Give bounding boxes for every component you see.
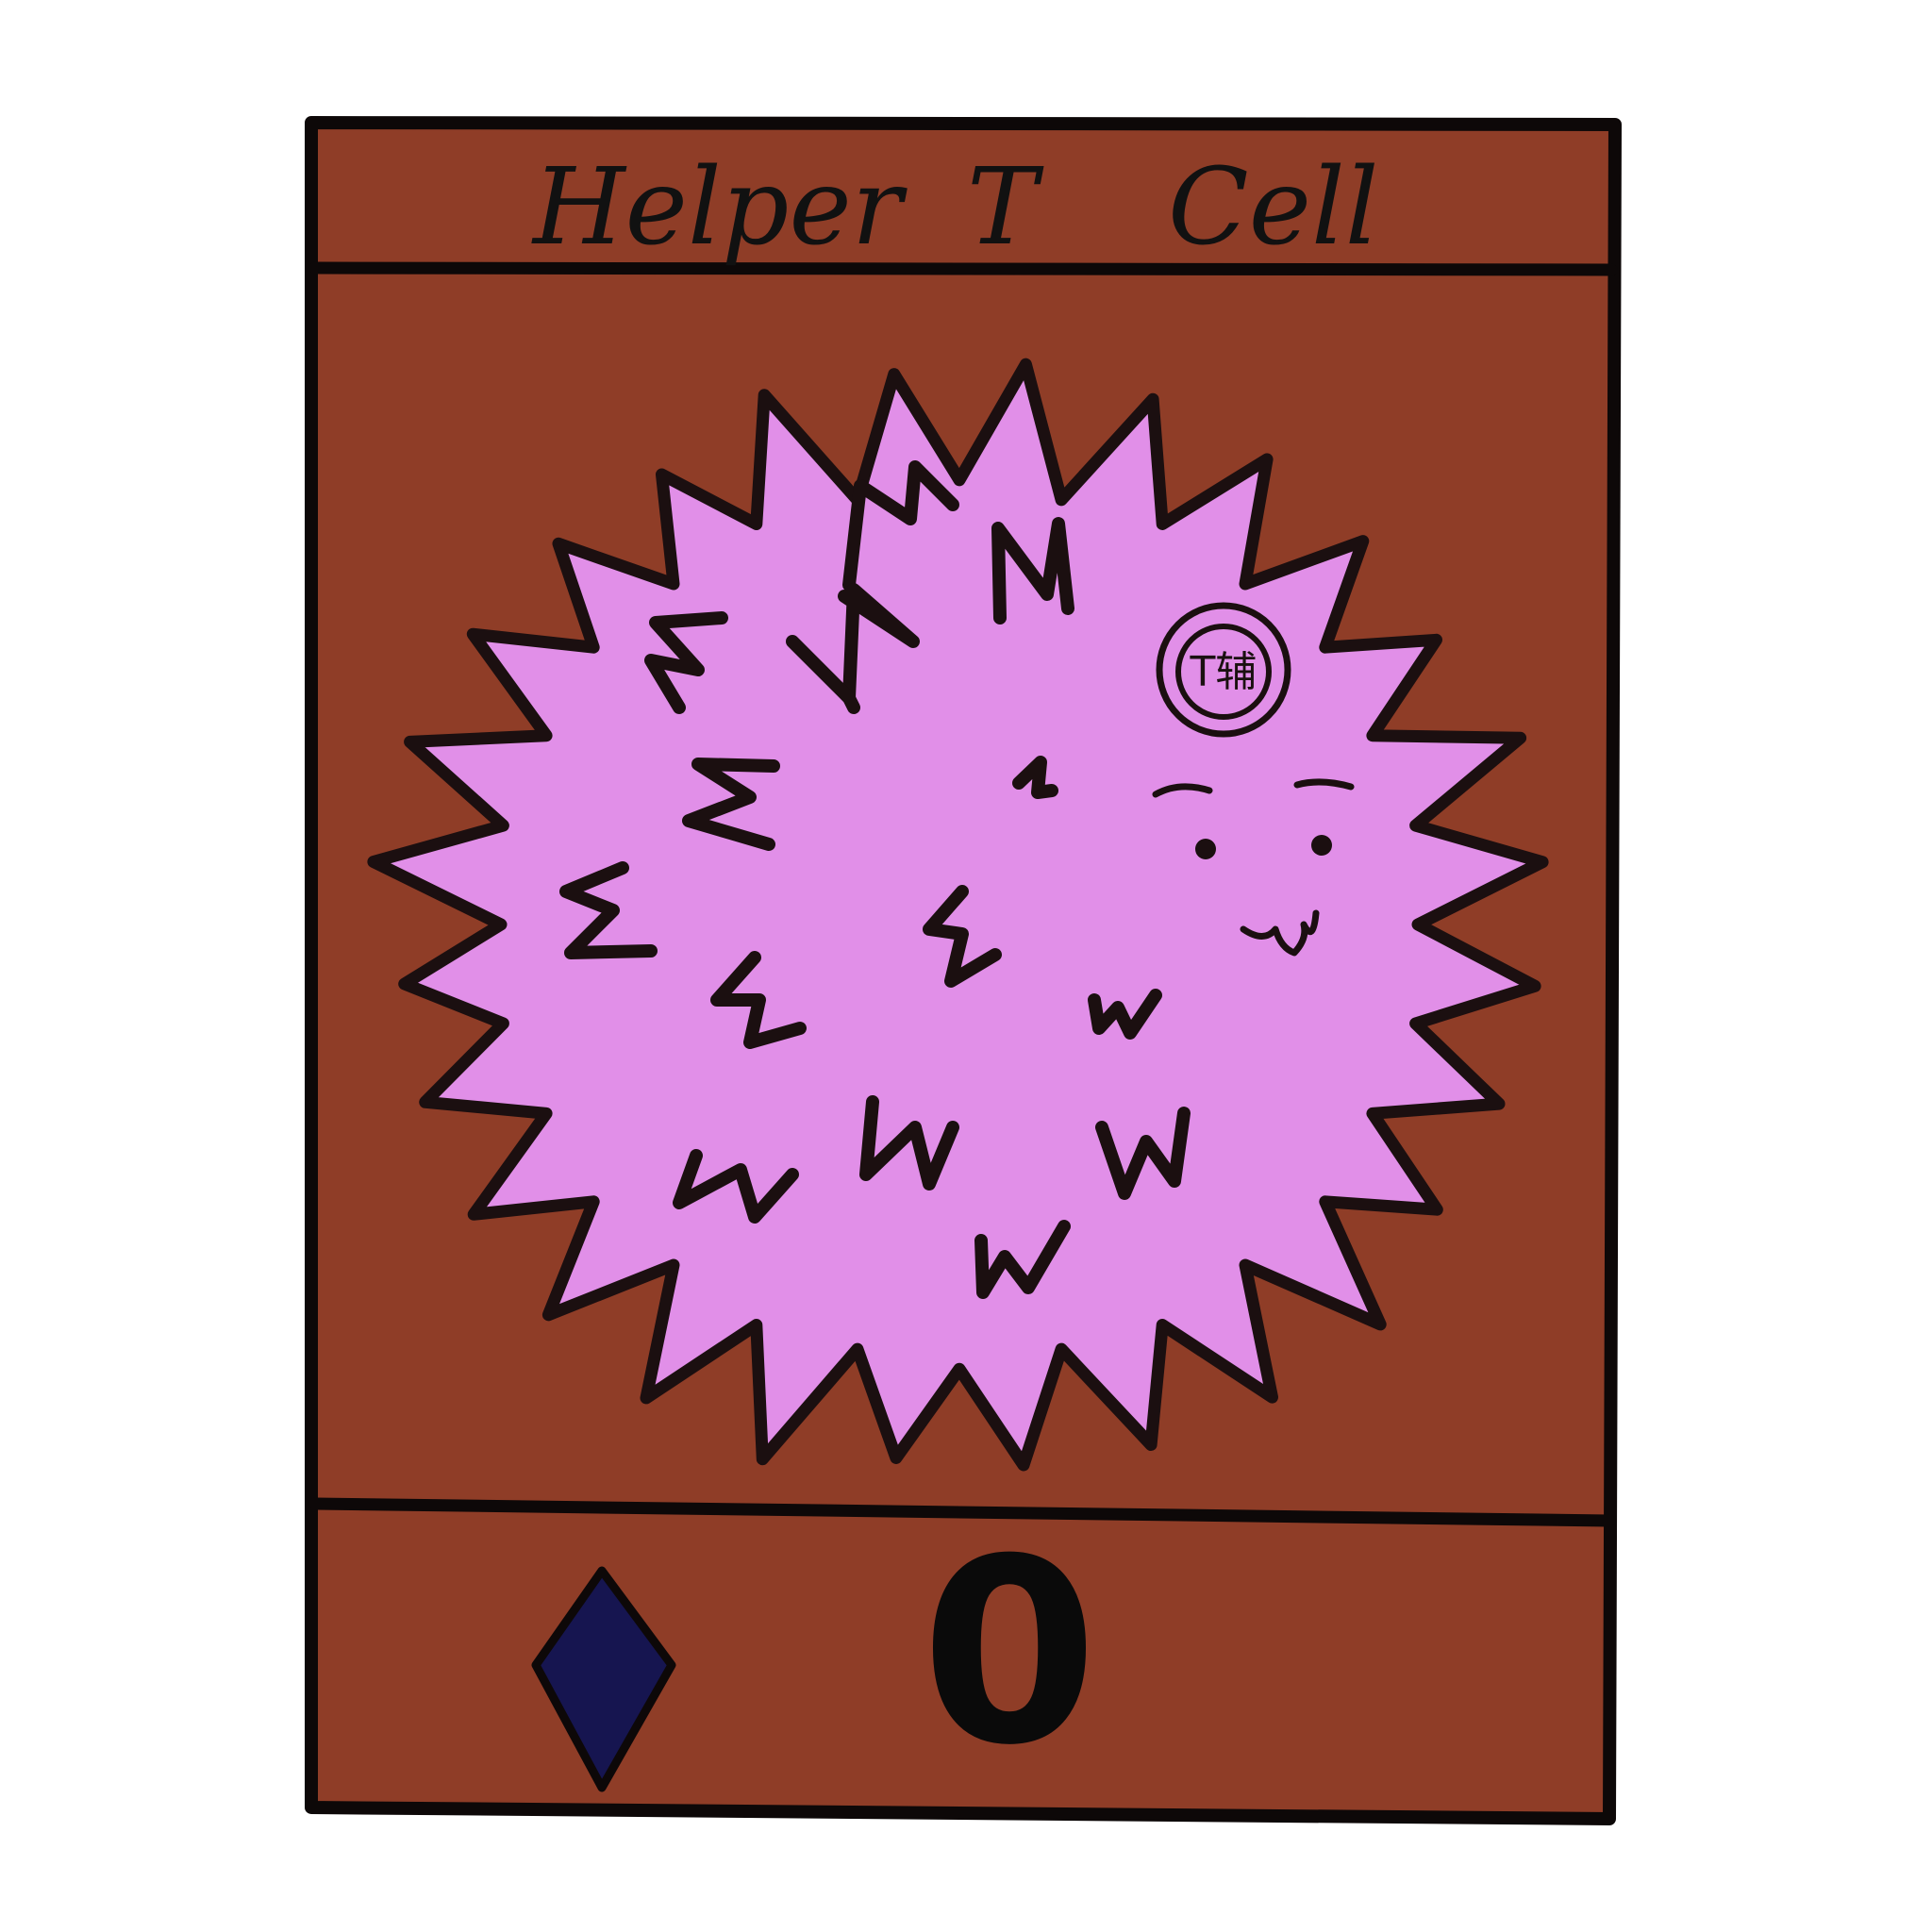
blue-diamond-gem-icon [531,1566,676,1792]
receptor [859,1095,959,1191]
receptor [838,583,920,705]
t-badge-icon: T辅 [1156,602,1291,738]
badge-label: T辅 [1190,648,1257,696]
helper-t-cell-illustration: T辅 [367,358,1549,1472]
right-eye [1311,835,1332,856]
receptor [1088,989,1162,1040]
receptor [991,517,1074,625]
receptor [559,861,658,959]
receptor [974,1220,1071,1299]
title-divider [308,261,1618,276]
footer-divider [308,1497,1616,1527]
card-title: Helper T Cell [531,146,1379,269]
receptor [923,885,1002,988]
left-eye [1195,839,1216,859]
receptor [673,1149,799,1224]
left-eyebrow [1152,783,1213,798]
receptor [842,460,959,591]
card-title-word-2: T [967,146,1044,269]
cell-face [1152,778,1355,957]
mouth [1240,909,1320,957]
surface-receptors [559,460,1191,1299]
right-eyebrow [1293,778,1355,791]
receptor [786,635,860,714]
receptor [644,611,728,714]
receptor [1012,756,1058,799]
receptor [1095,1107,1191,1200]
card-title-word-3: Cell [1168,146,1379,269]
card-cost-value: 0 [921,1504,1098,1801]
receptor [682,758,780,851]
receptor [710,951,807,1049]
card-title-word-1: Helper [531,146,908,269]
